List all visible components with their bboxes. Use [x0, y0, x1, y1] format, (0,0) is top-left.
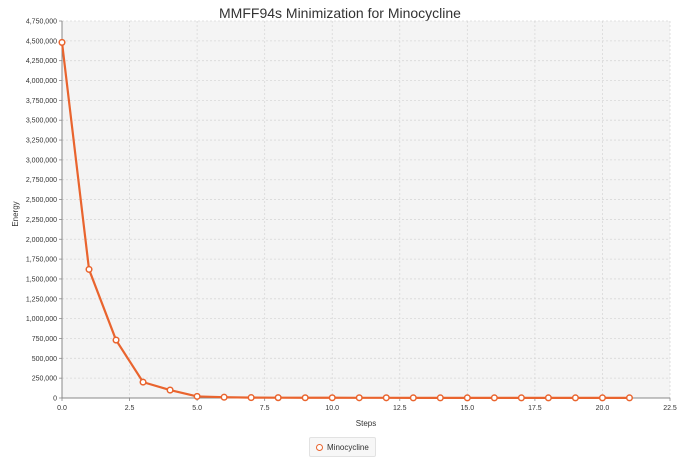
data-point	[85, 265, 93, 273]
x-tick-label: 20.0	[596, 405, 610, 412]
data-point	[112, 336, 120, 344]
data-point	[625, 394, 634, 402]
legend-label: Minocycline	[327, 442, 369, 452]
data-point	[247, 394, 255, 402]
y-tick-label: 750,000	[32, 336, 57, 343]
x-tick-label: 7.5	[260, 405, 270, 412]
data-point	[544, 394, 552, 402]
series-line	[60, 42, 630, 399]
y-tick-label: 4,000,000	[26, 78, 57, 85]
y-tick-label: 3,000,000	[26, 157, 57, 164]
y-tick-label: 250,000	[32, 376, 57, 383]
y-tick-label: 1,750,000	[26, 257, 57, 264]
y-tick-label: 1,000,000	[26, 316, 57, 323]
data-point	[220, 393, 228, 401]
data-point	[490, 394, 498, 402]
x-tick-label: 0.0	[57, 405, 67, 412]
y-tick-label: 2,750,000	[26, 177, 57, 184]
y-tick-label: 4,750,000	[26, 19, 57, 26]
data-point	[193, 392, 201, 400]
legend-marker-icon	[316, 443, 323, 451]
plot-background	[62, 21, 670, 398]
data-point	[274, 394, 282, 402]
series-group	[58, 38, 634, 402]
y-tick-label: 4,500,000	[26, 38, 57, 45]
y-tick-label: 2,500,000	[26, 197, 57, 204]
data-point	[328, 394, 336, 402]
data-point	[436, 394, 444, 402]
x-tick-label: 22.5	[663, 405, 677, 412]
y-tick-label: 4,250,000	[26, 58, 57, 65]
data-point	[301, 394, 309, 402]
y-tick-label: 3,750,000	[26, 98, 57, 105]
y-tick-label: 2,000,000	[26, 237, 57, 244]
y-tick-label: 3,250,000	[26, 138, 57, 145]
data-point	[598, 394, 606, 402]
chart-title: MMFF94s Minimization for Minocycline	[219, 5, 461, 21]
y-tick-label: 2,250,000	[26, 217, 57, 224]
y-tick-label: 500,000	[32, 356, 57, 363]
data-point	[571, 394, 579, 402]
x-tick-label: 5.0	[192, 405, 202, 412]
y-axis-ticks: 0 250,000 500,000 750,000 1,000,000 1,250,000…	[26, 19, 62, 403]
y-tick-label: 1,500,000	[26, 276, 57, 283]
y-tick-label: 3,500,000	[26, 118, 57, 125]
data-point	[517, 394, 525, 402]
y-tick-label: 1,250,000	[26, 296, 57, 303]
x-tick-label: 15.0	[461, 405, 475, 412]
x-axis-ticks: 0.0 2.5 5.0 7.5 10.0 12.5 15.0 17.5 20.0 22.5	[57, 398, 677, 412]
data-point	[463, 394, 471, 402]
data-point	[409, 394, 417, 402]
x-tick-label: 12.5	[393, 405, 407, 412]
data-point	[355, 394, 363, 402]
legend: Minocycline	[309, 437, 376, 457]
x-tick-label: 2.5	[125, 405, 135, 412]
data-point	[139, 378, 147, 386]
y-tick-label: 0	[53, 396, 57, 403]
data-point	[58, 38, 66, 46]
plot-area	[62, 21, 670, 398]
data-point	[382, 394, 390, 402]
data-point	[166, 386, 174, 394]
y-axis-label: Energy	[11, 201, 20, 226]
x-tick-label: 17.5	[528, 405, 542, 412]
x-axis-label: Steps	[356, 419, 376, 428]
x-tick-label: 10.0	[325, 405, 339, 412]
